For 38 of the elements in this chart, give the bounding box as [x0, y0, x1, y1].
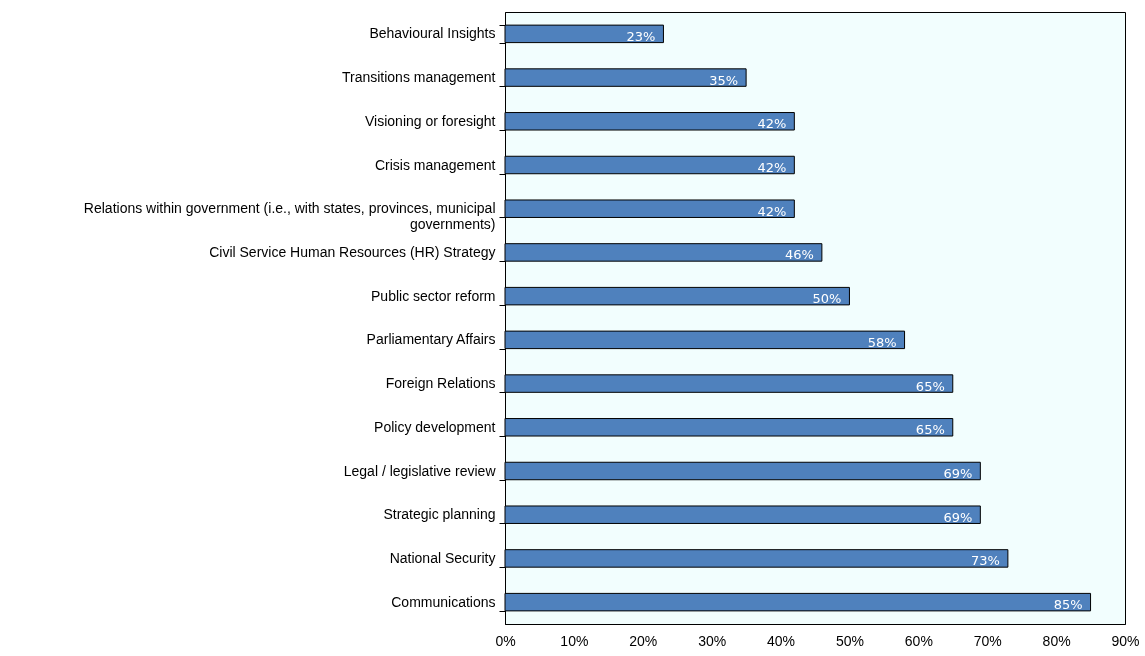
- y-tick-label: Legal / legislative review: [343, 462, 497, 479]
- y-tick-label: Behavioural Insights: [369, 25, 496, 42]
- x-tick-label: 90%: [1111, 632, 1140, 649]
- data-label: 46%: [784, 247, 814, 263]
- y-tick-label: Policy development: [374, 418, 496, 435]
- y-tick-label: Parliamentary Affairs: [366, 331, 496, 348]
- data-label: 73%: [970, 553, 1000, 569]
- data-label: 35%: [709, 72, 739, 88]
- x-tick-label: 20%: [629, 632, 658, 649]
- y-tick-label: Strategic planning: [383, 506, 496, 523]
- data-label: 69%: [943, 466, 973, 481]
- x-tick-label: 50%: [835, 632, 864, 649]
- data-label: 85%: [1053, 597, 1083, 613]
- data-label: 42%: [757, 116, 787, 132]
- data-label: 65%: [915, 378, 945, 394]
- x-tick-label: 10%: [560, 632, 589, 649]
- y-tick-label: Visioning or foresight: [365, 112, 496, 129]
- y-tick-label: National Security: [389, 549, 496, 566]
- data-label: 50%: [812, 291, 842, 307]
- x-tick-label: 70%: [973, 632, 1002, 649]
- data-label: 42%: [757, 160, 787, 175]
- y-tick-label: Foreign Relations: [385, 375, 496, 392]
- data-label: 58%: [867, 334, 897, 350]
- x-tick-label: 60%: [904, 632, 933, 649]
- x-tick-label: 0%: [495, 632, 516, 649]
- data-label: 69%: [943, 509, 973, 525]
- y-tick-label: Public sector reform: [371, 287, 496, 304]
- x-tick-label: 30%: [698, 632, 727, 649]
- x-tick-label: 80%: [1042, 632, 1071, 649]
- data-label: 65%: [915, 422, 945, 438]
- x-tick-label: 40%: [767, 632, 796, 649]
- y-tick-label: Transitions management: [341, 69, 496, 86]
- y-tick-label: Communications: [391, 593, 496, 610]
- y-tick-label: Crisis management: [374, 156, 496, 173]
- y-tick-label: Civil Service Human Resources (HR) Strategy: [209, 243, 496, 260]
- data-label: 42%: [757, 203, 787, 219]
- y-tick-label: Relations within government (i.e., with states, provinces, municipal governments): [83, 200, 496, 233]
- data-label: 23%: [626, 28, 656, 44]
